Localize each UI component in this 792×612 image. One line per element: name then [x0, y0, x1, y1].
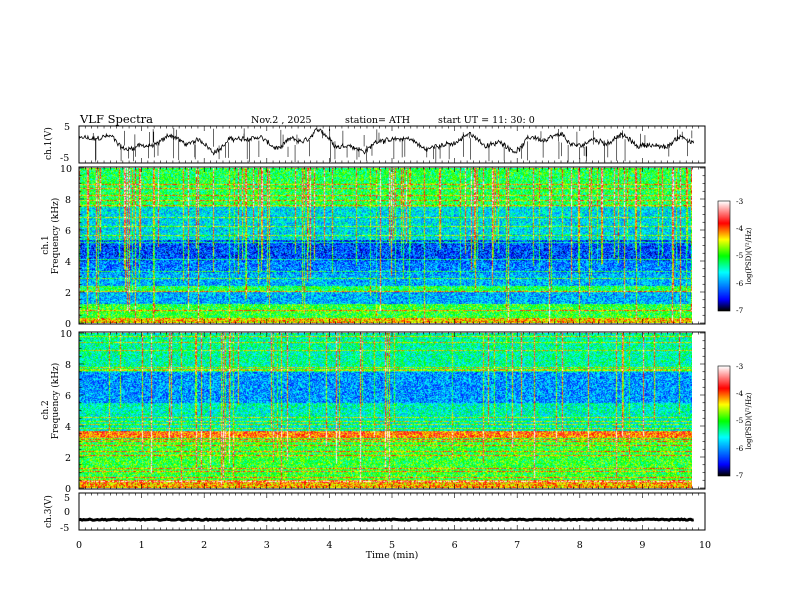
ch2-freq-tick-2: 2	[65, 453, 71, 464]
ch2-spectrogram-ticks	[78, 332, 706, 489]
ch1-waveform-line	[78, 128, 695, 156]
ch2-freq-tick-4: 4	[65, 422, 71, 433]
ch3-ytick-mid: 0	[64, 507, 70, 518]
ch3-ytick-bottom: -5	[60, 523, 69, 534]
ch2-colorbar-tick-m5: -5	[736, 416, 744, 425]
ch1-freq-tick-6: 6	[65, 226, 71, 237]
ch1-spectrogram-ticks	[78, 167, 706, 324]
ch2-spectrogram-image	[79, 333, 692, 488]
ch1-spikes	[92, 127, 693, 163]
ch2-spectrogram-panel: 0 2 4 6 8 10 ch.2 Frequency (kHz)	[41, 329, 706, 495]
ch1-colorbar-label: log(PSD)(V²/Hz)	[745, 227, 753, 284]
ch2-colorbar-tick-m4: -4	[736, 389, 744, 398]
station-label: station= ATH	[345, 115, 410, 126]
ch3-waveform-panel: 5 0 -5 ch.3(V)	[43, 492, 706, 534]
ch2-colorbar-tick-m6: -6	[736, 444, 744, 453]
ch1-ylabel: ch.1(V)	[43, 127, 54, 160]
ch1-freq-tick-0: 0	[65, 319, 71, 330]
time-axis-tick-6: 6	[452, 540, 458, 551]
ch1-colorbar-frame	[717, 200, 731, 312]
ch1-colorbar-gradient	[718, 201, 730, 311]
ch1-spec-ylabel-frequency: Frequency (kHz)	[50, 198, 61, 275]
ch2-colorbar-tick-m3: -3	[736, 362, 744, 371]
ch2-colorbar-tick-m7: -7	[736, 471, 744, 480]
ch1-colorbar-tick-m6: -6	[736, 279, 744, 288]
ch1-ytick-bottom: -5	[60, 153, 69, 164]
ch2-freq-tick-10: 10	[60, 329, 72, 340]
ch1-spec-ylabel-channel: ch.1	[41, 235, 51, 254]
time-axis-label: Time (min)	[366, 550, 419, 561]
time-axis: 0 1 2 3 4 5 6 7 8 9 10 Time (min)	[76, 540, 711, 561]
ch2-colorbar-gradient	[718, 366, 730, 476]
time-axis-tick-9: 9	[639, 540, 645, 551]
time-axis-tick-10: 10	[699, 540, 711, 551]
time-axis-tick-5: 5	[389, 540, 395, 551]
ch1-colorbar-tick-m7: -7	[736, 306, 744, 315]
ch2-colorbar-frame	[717, 365, 731, 477]
ch2-freq-tick-0: 0	[65, 484, 71, 495]
figure-header: VLF Spectra Nov.2 , 2025 station= ATH st…	[79, 112, 535, 126]
ch2-spec-ylabel-channel: ch.2	[41, 400, 51, 419]
time-axis-tick-0: 0	[76, 540, 82, 551]
time-axis-tick-labels: 0 1 2 3 4 5 6 7 8 9 10	[76, 540, 711, 551]
ch1-freq-tick-8: 8	[65, 195, 71, 206]
time-axis-tick-2: 2	[201, 540, 207, 551]
ch1-waveform-panel: 5 -5 ch.1(V)	[43, 122, 706, 164]
ch2-freq-tick-8: 8	[65, 360, 71, 371]
time-axis-tick-8: 8	[577, 540, 583, 551]
figure-title: VLF Spectra	[79, 112, 153, 126]
ch1-spectrogram-image	[79, 168, 692, 323]
ch2-spec-ylabel-frequency: Frequency (kHz)	[50, 363, 61, 440]
time-axis-tick-4: 4	[326, 540, 332, 551]
ch1-colorbar-tick-m3: -3	[736, 197, 744, 206]
ch1-ytick-top: 5	[64, 122, 70, 133]
ch3-ytick-top: 5	[64, 493, 70, 504]
time-axis-tick-3: 3	[264, 540, 270, 551]
ch3-waveform-ticks	[78, 493, 706, 530]
ch2-freq-tick-6: 6	[65, 391, 71, 402]
time-axis-tick-1: 1	[139, 540, 145, 551]
ch2-colorbar-label: log(PSD)(V²/Hz)	[745, 392, 753, 449]
start-ut-label: start UT = 11: 30: 0	[438, 115, 535, 126]
date-label: Nov.2 , 2025	[251, 115, 312, 126]
ch3-ylabel: ch.3(V)	[43, 495, 54, 528]
ch1-colorbar-tick-m4: -4	[736, 224, 744, 233]
ch1-colorbar: -3 -4 -5 -6 -7 log(PSD)(V²/Hz)	[717, 197, 753, 315]
ch1-spectrogram-panel: 0 2 4 6 8 10 ch.1 Frequency (kHz)	[41, 164, 706, 330]
ch1-freq-tick-10: 10	[60, 164, 72, 175]
ch1-freq-tick-4: 4	[65, 257, 71, 268]
ch1-waveform-ticks	[78, 126, 706, 163]
ch1-colorbar-tick-m5: -5	[736, 251, 744, 260]
time-axis-tick-7: 7	[514, 540, 520, 551]
ch1-freq-tick-2: 2	[65, 288, 71, 299]
ch2-colorbar: -3 -4 -5 -6 -7 log(PSD)(V²/Hz)	[717, 362, 753, 480]
ch3-waveform-frame	[78, 492, 706, 531]
ch3-waveform-line	[78, 517, 694, 522]
